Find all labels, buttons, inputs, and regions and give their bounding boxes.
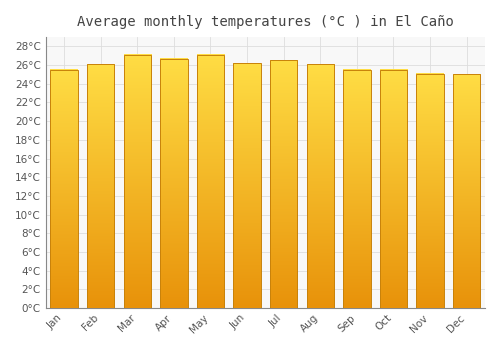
Bar [160,58,188,308]
Bar [343,70,370,308]
Bar [380,70,407,308]
Title: Average monthly temperatures (°C ) in El Caño: Average monthly temperatures (°C ) in El… [77,15,454,29]
Bar [234,63,261,308]
Bar [306,64,334,308]
Bar [124,55,151,308]
Bar [196,55,224,308]
Bar [50,70,78,308]
Bar [453,75,480,308]
Bar [87,64,115,308]
Bar [270,61,297,308]
Bar [416,74,444,308]
